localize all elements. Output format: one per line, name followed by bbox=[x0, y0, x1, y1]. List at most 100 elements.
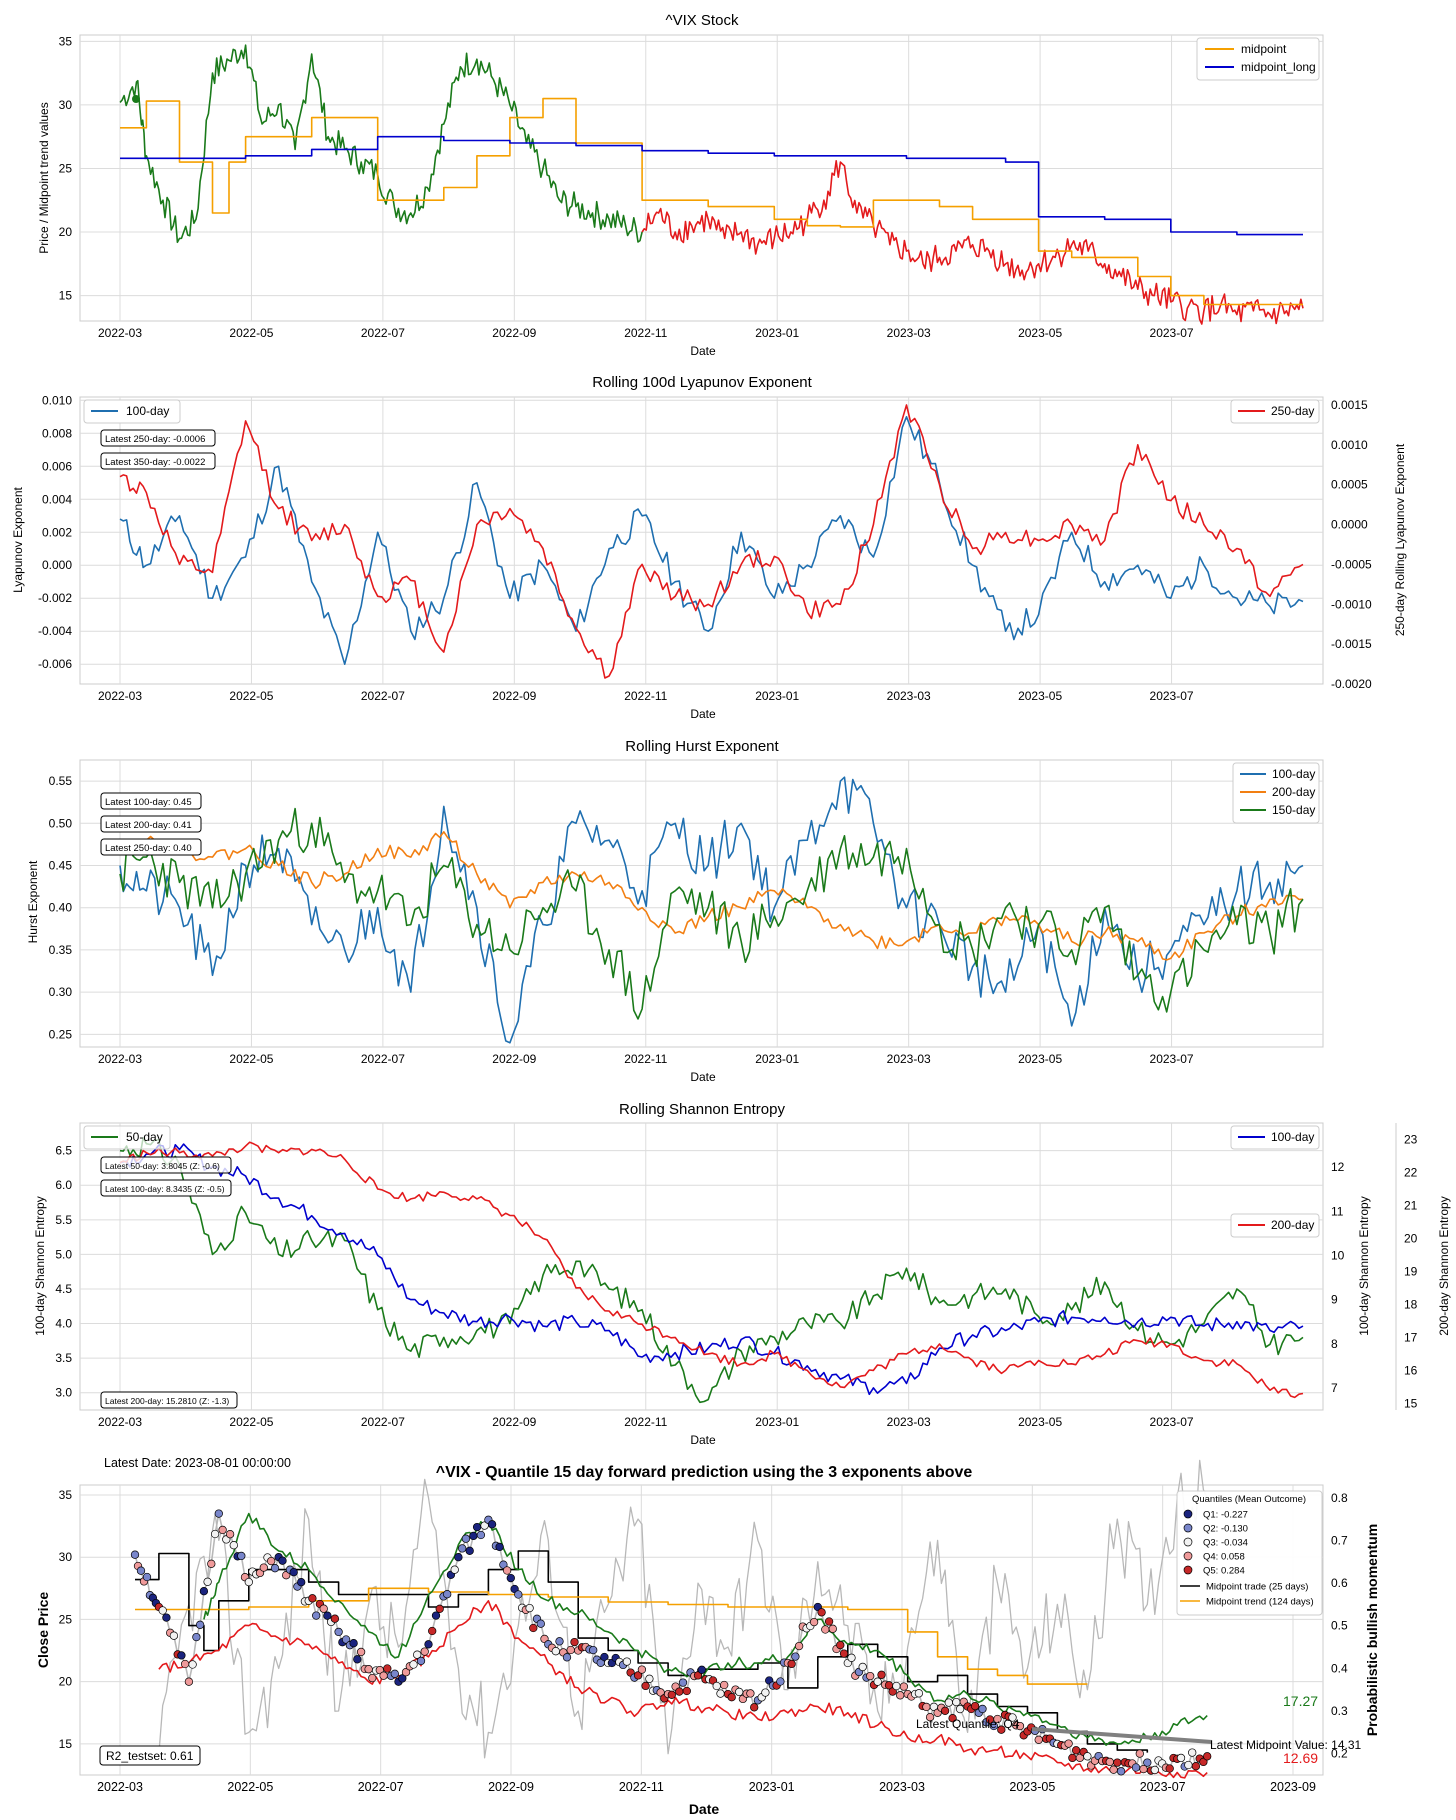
quantile-point bbox=[787, 1659, 796, 1669]
panel2-annotation-350: Latest 350-day: -0.0022 bbox=[100, 452, 216, 470]
panel3-xticks: 2022-03 2022-05 2022-07 2022-09 2022-11 2023-… bbox=[98, 1052, 1194, 1066]
p4-ytick-label: 5.0 bbox=[55, 1247, 72, 1261]
quantile-point bbox=[667, 1690, 676, 1699]
quantile-point bbox=[682, 1686, 691, 1696]
panel4-legend-right: 100-day bbox=[1230, 1125, 1320, 1150]
quantile-point bbox=[948, 1714, 957, 1723]
quantile-point bbox=[536, 1619, 545, 1628]
quantile-point bbox=[637, 1665, 647, 1674]
panel5-latest-quantile: Latest Quantile: Q4 bbox=[916, 1717, 1020, 1731]
quantile-point bbox=[993, 1714, 1002, 1724]
p4-ytick-label-right: 19 bbox=[1404, 1264, 1418, 1278]
quantile-point bbox=[750, 1703, 759, 1712]
quantile-point bbox=[184, 1677, 194, 1686]
panel4-axes-frame bbox=[79, 1122, 1324, 1411]
quantile-point bbox=[944, 1698, 953, 1707]
p1-line-price--down- bbox=[641, 160, 1304, 325]
p1-xtick-label: 2023-03 bbox=[887, 326, 931, 340]
p5-xtick-label: 2022-11 bbox=[619, 1780, 664, 1794]
quantile-point bbox=[529, 1623, 538, 1633]
panel5-latest-midpoint: Latest Midpoint Value: 14.31 bbox=[1210, 1738, 1362, 1752]
legend-label-shannon-100: 100-day bbox=[1271, 1130, 1314, 1144]
panel4-yticks-right2: 23 22 21 20 19 18 17 16 15 bbox=[1404, 1132, 1418, 1410]
panel-lyapunov: Rolling 100d Lyapunov Exponent 0.010 0.00… bbox=[11, 374, 1407, 721]
legend-label-100day: 100-day bbox=[126, 404, 169, 418]
panel5-yticks: 15 20 25 30 35 bbox=[59, 1488, 73, 1751]
p4-ytick-label-right: 12 bbox=[1331, 1160, 1345, 1174]
quantile-point bbox=[678, 1678, 688, 1687]
p2-xtick-label: 2022-05 bbox=[229, 689, 273, 703]
quantile-point bbox=[1191, 1762, 1201, 1771]
p2-ytick-label-right: -0.0005 bbox=[1331, 557, 1372, 571]
panel5-xticks: 2022-03 2022-05 2022-07 2022-09 2022-11 2023-… bbox=[97, 1780, 1316, 1794]
panel1-xticks: 2022-03 2022-05 2022-07 2022-09 2022-11 2023-… bbox=[98, 326, 1194, 340]
quantile-point bbox=[622, 1657, 632, 1666]
quantile-point bbox=[1131, 1763, 1141, 1772]
p3-ytick-label: 0.40 bbox=[49, 901, 73, 915]
legend-label-midpoint: midpoint bbox=[1241, 42, 1287, 56]
panel4-yticks: 6.5 6.0 5.5 5.0 4.5 4.0 3.5 3.0 bbox=[55, 1144, 72, 1400]
quantile-point bbox=[514, 1590, 523, 1599]
p5-ytick-label-right: 0.3 bbox=[1331, 1704, 1348, 1718]
legend-label-250day: 250-day bbox=[1271, 404, 1314, 418]
quantile-point bbox=[435, 1604, 444, 1613]
quantile-point bbox=[809, 1617, 819, 1627]
panel4-xticks: 2022-03 2022-05 2022-07 2022-09 2022-11 2023-… bbox=[98, 1415, 1194, 1429]
quantile-point bbox=[866, 1671, 875, 1681]
panel3-annotation-100: Latest 100-day: 0.45 bbox=[100, 792, 202, 810]
p4-xtick-label: 2022-07 bbox=[361, 1415, 405, 1429]
p5-ytick-label: 35 bbox=[59, 1488, 73, 1502]
svg-text:Latest 100-day: 0.45: Latest 100-day: 0.45 bbox=[105, 797, 192, 808]
quantile-point bbox=[712, 1681, 721, 1691]
panel5-r2-annotation: R2_testset: 0.61 bbox=[99, 1745, 201, 1766]
quantile-point bbox=[877, 1670, 886, 1679]
p2-xtick-label: 2022-09 bbox=[492, 689, 536, 703]
quantile-point bbox=[1109, 1765, 1118, 1774]
quantile-point bbox=[989, 1721, 998, 1731]
p1-xtick-label: 2022-03 bbox=[98, 326, 142, 340]
panel4-annotation-100: Latest 100-day: 8.3435 (Z: -0.5) bbox=[100, 1179, 232, 1197]
p2-xtick-label: 2022-07 bbox=[361, 689, 405, 703]
quantile-point bbox=[364, 1665, 373, 1674]
svg-text:Latest 50-day: 3.8045 (Z: -0.6: Latest 50-day: 3.8045 (Z: -0.6) bbox=[105, 1161, 220, 1171]
p2-ytick-label-right: -0.0010 bbox=[1331, 597, 1372, 611]
p2-ytick-label: -0.006 bbox=[38, 657, 72, 671]
quantile-point bbox=[892, 1681, 901, 1691]
quantile-point bbox=[203, 1577, 212, 1586]
p1-ytick-label: 30 bbox=[59, 98, 73, 112]
p2-ytick-label-right: 0.0000 bbox=[1331, 518, 1368, 532]
quantile-point bbox=[1203, 1752, 1212, 1761]
p3-xtick-label: 2023-07 bbox=[1150, 1052, 1194, 1066]
quantile-point bbox=[218, 1525, 227, 1535]
p4-ytick-label-right: 21 bbox=[1404, 1198, 1418, 1212]
p4-ytick-label-right: 15 bbox=[1404, 1396, 1418, 1410]
quantile-point bbox=[1135, 1749, 1144, 1758]
p5-xtick-label: 2023-05 bbox=[1009, 1780, 1055, 1794]
quantile-point bbox=[136, 1566, 146, 1575]
legend-label-q5: Q5: 0.284 bbox=[1203, 1566, 1245, 1577]
p1-xtick-label: 2022-05 bbox=[229, 326, 273, 340]
p2-line-250-day bbox=[119, 404, 1304, 679]
legend-label-midpoint-trade: Midpoint trade (25 days) bbox=[1206, 1582, 1308, 1593]
quantile-point bbox=[1188, 1748, 1197, 1757]
quantile-point bbox=[454, 1553, 463, 1562]
p4-line-50-day bbox=[119, 1137, 1304, 1404]
quantile-point bbox=[162, 1613, 171, 1622]
p3-line-200-day bbox=[119, 831, 1304, 961]
p2-ytick-label: 0.002 bbox=[42, 525, 72, 539]
quantile-point bbox=[188, 1660, 197, 1669]
quantile-point bbox=[142, 1572, 152, 1582]
quantile-point bbox=[341, 1635, 351, 1644]
p4-xtick-label: 2022-11 bbox=[624, 1415, 667, 1429]
quantile-point bbox=[1064, 1739, 1073, 1748]
quantile-point bbox=[828, 1624, 837, 1633]
panel3-yticks: 0.55 0.50 0.45 0.40 0.35 0.30 0.25 bbox=[49, 774, 73, 1041]
panel1-ylabel: Price / Midpoint trend values bbox=[37, 102, 51, 253]
panel5-lower-value: 12.69 bbox=[1283, 1750, 1318, 1766]
p3-ytick-label: 0.30 bbox=[49, 985, 73, 999]
p5-line-probabilistic-bullish-momentum bbox=[158, 1459, 1208, 1759]
p1-ytick-label: 15 bbox=[59, 289, 73, 303]
legend-label-midpoint-long: midpoint_long bbox=[1241, 60, 1316, 74]
p2-ytick-label: 0.008 bbox=[42, 426, 72, 440]
p4-line-200-day bbox=[119, 1141, 1304, 1399]
